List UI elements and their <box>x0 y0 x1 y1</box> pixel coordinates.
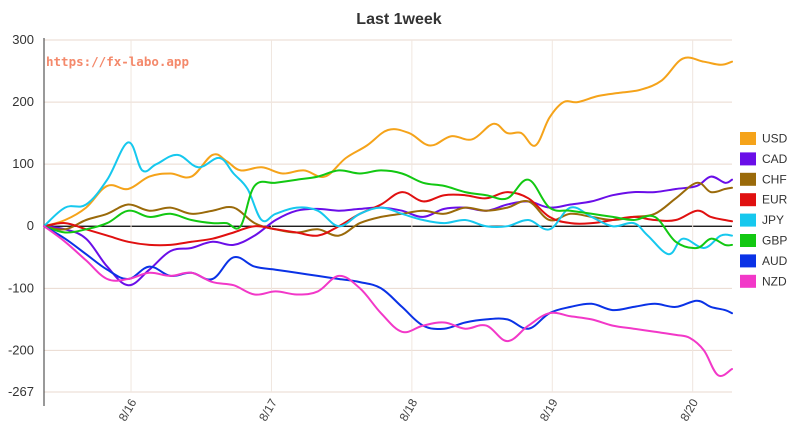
x-tick-label: 8/19 <box>537 396 561 424</box>
legend-swatch-cad <box>740 152 756 166</box>
series-line-eur <box>43 191 733 247</box>
legend-label-jpy: JPY <box>762 213 784 227</box>
axes: 300 200 100 0 -100 -200 -267 8/16 8/17 8/18 8/19 8/… <box>8 32 701 424</box>
series-line-jpy <box>43 141 733 256</box>
y-tick-label: -200 <box>8 342 34 357</box>
legend-label-eur: EUR <box>762 193 788 207</box>
y-tick-label: 200 <box>12 94 34 109</box>
x-tick-label: 8/17 <box>256 396 280 424</box>
legend-swatch-nzd <box>740 274 756 288</box>
legend-label-chf: CHF <box>762 172 787 186</box>
y-tick-label: -100 <box>8 280 34 295</box>
series-line-gbp <box>43 169 733 250</box>
legend-swatch-usd <box>740 132 756 145</box>
legend-label-aud: AUD <box>762 254 788 268</box>
watermark-text: https://fx-labo.app <box>46 54 189 69</box>
legend-swatch-jpy <box>740 213 756 227</box>
legend-swatch-chf <box>740 172 756 186</box>
series-line-usd <box>43 56 733 228</box>
y-tick-label: 300 <box>12 32 34 47</box>
legend-label-usd: USD <box>762 132 788 146</box>
x-tick-label: 8/20 <box>677 396 701 424</box>
x-tick-label: 8/16 <box>116 396 140 424</box>
y-tick-label: 100 <box>12 156 34 171</box>
legend-label-nzd: NZD <box>762 274 787 288</box>
legend-label-gbp: GBP <box>762 234 787 248</box>
y-tick-label: 0 <box>27 218 34 233</box>
legend: USD CAD CHF EUR JPY GBP AUD NZD <box>740 132 788 288</box>
chart-title: Last 1week <box>356 11 441 28</box>
series-lines <box>43 56 733 377</box>
legend-swatch-gbp <box>740 234 756 247</box>
gridlines <box>44 39 732 393</box>
series-line-cad <box>43 175 733 287</box>
legend-swatch-aud <box>740 254 756 268</box>
legend-swatch-eur <box>740 193 756 207</box>
x-tick-label: 8/18 <box>397 396 421 424</box>
series-line-aud <box>43 225 733 330</box>
y-tick-label: -267 <box>8 384 34 399</box>
legend-label-cad: CAD <box>762 152 788 166</box>
series-line-nzd <box>43 225 733 377</box>
